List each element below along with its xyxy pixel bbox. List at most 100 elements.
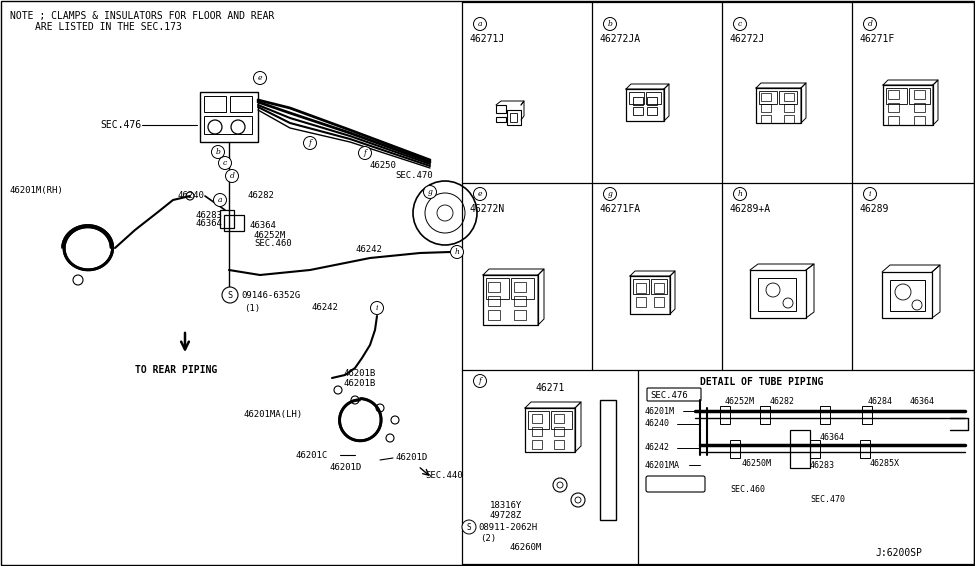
Text: 46252M: 46252M [725,397,755,405]
Circle shape [359,147,371,160]
Bar [909,88,930,104]
Circle shape [462,520,476,534]
Bar [220,210,234,228]
Bar [496,117,506,122]
Text: 46201M(RH): 46201M(RH) [10,186,63,195]
Bar [514,296,526,306]
Bar [554,440,564,449]
Circle shape [423,186,437,199]
Text: 46284: 46284 [868,397,893,405]
Text: 46272J: 46272J [730,34,765,44]
Text: 46250M: 46250M [742,458,772,468]
Text: b: b [607,20,612,28]
Text: 46242: 46242 [355,246,382,255]
Bar [510,113,517,122]
Text: 46201MA: 46201MA [645,461,680,470]
Bar [204,96,226,112]
Text: 46250: 46250 [370,161,397,169]
Bar [532,440,542,449]
Bar [760,406,770,424]
Bar [488,282,500,292]
FancyBboxPatch shape [646,476,705,492]
Text: SEC.476: SEC.476 [100,120,141,130]
Bar [790,430,810,468]
Bar [914,116,925,125]
Bar [633,279,649,294]
Text: DETAIL OF TUBE PIPING: DETAIL OF TUBE PIPING [700,377,823,387]
Text: 46272N: 46272N [470,204,505,214]
Circle shape [303,136,317,149]
Bar [528,411,549,429]
Text: 46271F: 46271F [860,34,895,44]
Text: f: f [364,149,367,157]
Text: (1): (1) [244,303,260,312]
Text: 46283: 46283 [195,211,222,220]
Bar [779,91,797,104]
Text: 46201MA(LH): 46201MA(LH) [243,410,302,419]
Text: 46282: 46282 [770,397,795,405]
Bar [224,215,244,231]
Bar [888,116,899,125]
Text: 46242: 46242 [311,303,338,312]
Bar [600,400,616,520]
Bar [514,310,526,320]
Text: 46201C: 46201C [295,451,328,460]
Text: 46271: 46271 [535,383,565,393]
Text: SEC.460: SEC.460 [730,486,765,495]
Text: 46201D: 46201D [395,453,427,462]
Text: g: g [607,190,612,198]
Bar [636,297,646,307]
Bar [888,103,899,112]
Circle shape [733,187,747,200]
Text: 46282: 46282 [248,191,275,199]
Bar [784,93,794,101]
Circle shape [222,287,238,303]
Bar [647,97,657,105]
Text: NOTE ; CLAMPS & INSULATORS FOR FLOOR AND REAR: NOTE ; CLAMPS & INSULATORS FOR FLOOR AND… [10,11,274,21]
Bar [488,310,500,320]
Bar [626,89,664,121]
Bar [636,283,646,293]
Bar [784,115,794,123]
Bar [720,406,730,424]
Bar [532,427,542,436]
Text: 49728Z: 49728Z [490,512,523,521]
Text: i: i [869,190,872,198]
Text: (2): (2) [480,534,496,542]
Bar [554,427,564,436]
Text: SEC.470: SEC.470 [810,495,845,504]
Text: f: f [308,139,311,147]
Bar [886,88,907,104]
Bar [554,414,564,423]
Text: 46364: 46364 [250,221,277,230]
Bar [730,440,740,458]
Text: c: c [223,159,227,167]
Bar [883,85,933,125]
Text: 46364: 46364 [910,397,935,405]
Bar [756,88,801,123]
Text: 46201M: 46201M [645,406,675,415]
Text: 46260M: 46260M [510,543,542,552]
Text: 46285X: 46285X [870,458,900,468]
Text: S: S [227,290,232,299]
Text: 46240: 46240 [178,191,205,200]
Circle shape [604,18,616,31]
Text: SEC.476: SEC.476 [650,392,687,401]
Text: SEC.470: SEC.470 [395,170,433,179]
Text: c: c [738,20,742,28]
Circle shape [218,157,231,169]
Text: 46283: 46283 [810,461,835,470]
Text: 46289: 46289 [860,204,889,214]
Bar [647,107,657,115]
Bar [784,104,794,112]
Bar [511,278,534,299]
Bar [646,92,661,104]
Text: J:6200SP: J:6200SP [875,548,922,558]
Bar [204,116,252,134]
Text: 09146-6352G: 09146-6352G [241,290,300,299]
Bar [488,296,500,306]
Bar [820,406,830,424]
Text: 46289+A: 46289+A [730,204,771,214]
Bar [750,270,806,318]
Text: SEC.460: SEC.460 [254,239,292,248]
